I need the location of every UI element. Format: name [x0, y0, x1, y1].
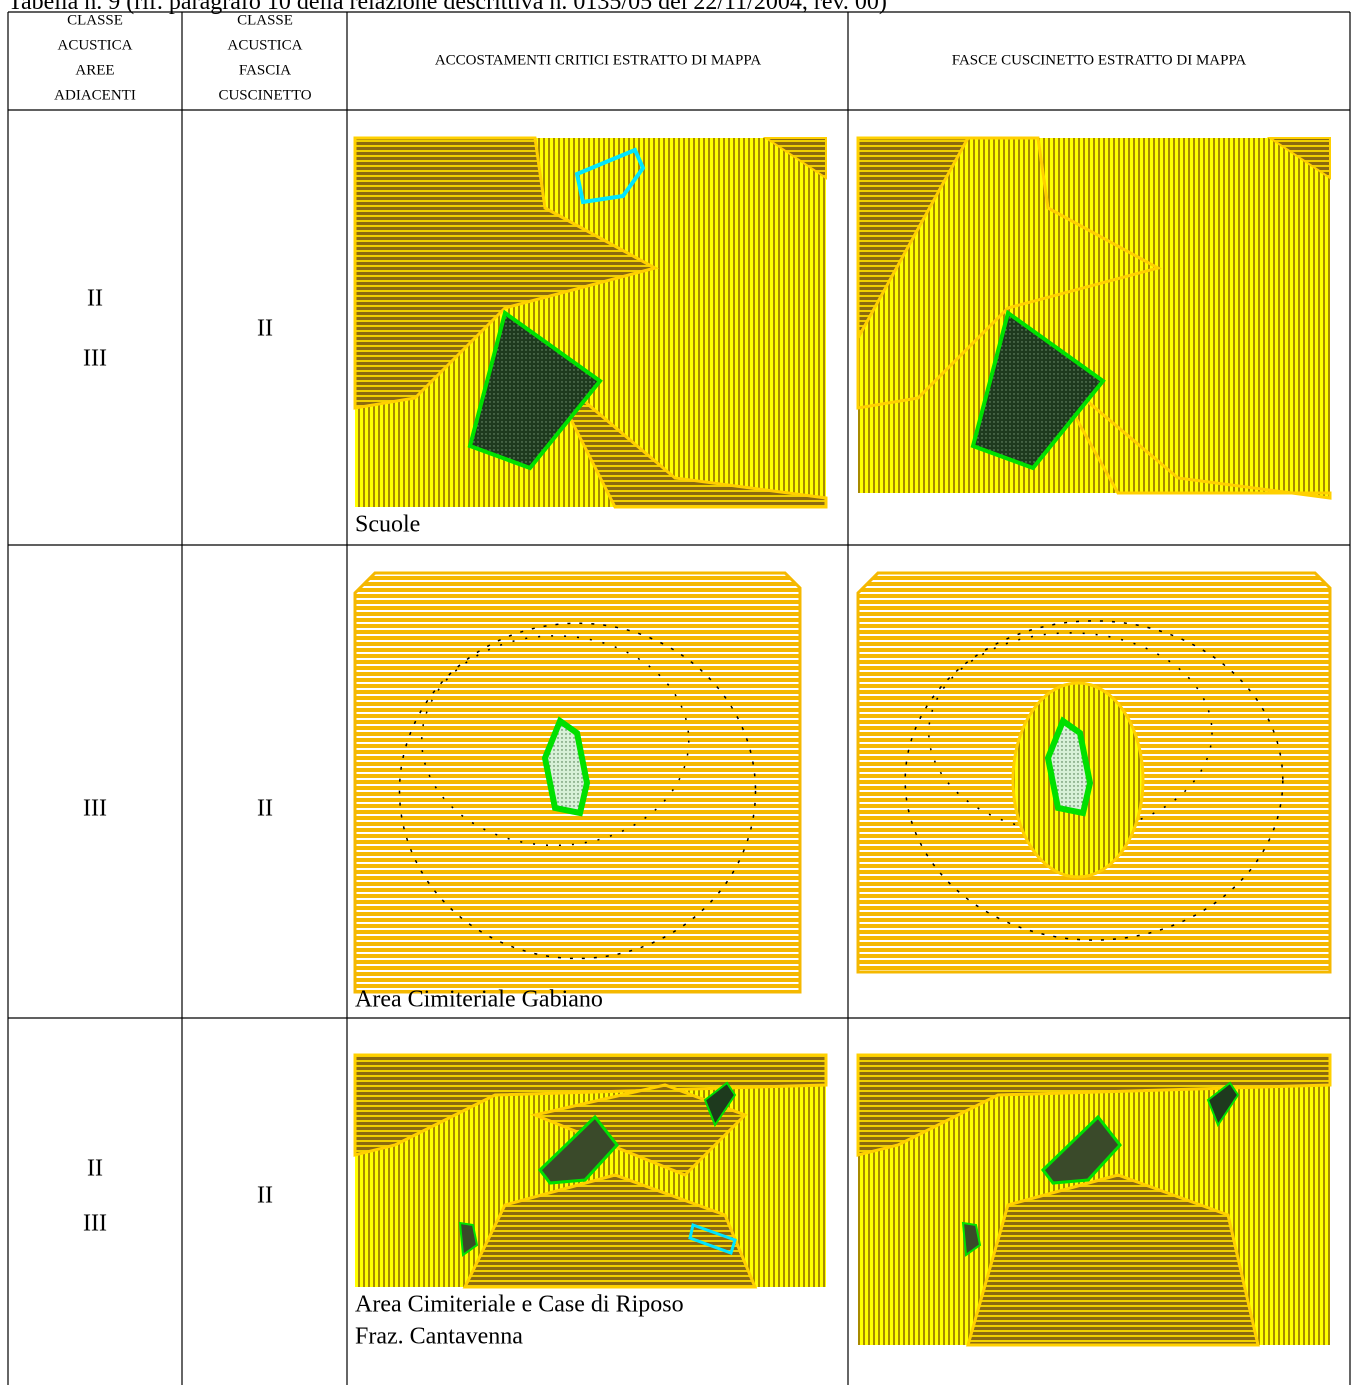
- map-caption: Scuole: [355, 512, 420, 538]
- column-header: CUSCINETTO: [218, 87, 311, 103]
- column-header: ACCOSTAMENTI CRITICI ESTRATTO DI MAPPA: [435, 52, 761, 68]
- map-area: [458, 1221, 479, 1257]
- map-line: [421, 635, 690, 847]
- map-area: [1046, 366, 1332, 500]
- map-area: [688, 1223, 737, 1255]
- buffer-class: II: [257, 1183, 273, 1209]
- map-area: [1044, 716, 1094, 817]
- buffer-class: II: [257, 316, 273, 342]
- table-borders: [7, 11, 1351, 1385]
- map-area: [529, 1083, 748, 1177]
- map-caption: Fraz. Cantavenna: [355, 1324, 523, 1350]
- map-area: [574, 147, 646, 205]
- map-area: [543, 366, 828, 509]
- map-area: [966, 1173, 1260, 1347]
- map-caption: Area Cimiteriale Gabiano: [355, 987, 603, 1013]
- map-extracts: [353, 136, 1332, 1347]
- column-header: FASCE CUSCINETTO ESTRATTO DI MAPPA: [952, 52, 1247, 68]
- map-area: [856, 136, 971, 339]
- adjacent-class: II: [87, 286, 103, 312]
- map-area: [762, 137, 827, 180]
- adjacent-class: III: [83, 346, 107, 372]
- map-area: [1206, 1081, 1240, 1128]
- map-line: [398, 622, 757, 960]
- map-area: [353, 1053, 828, 1157]
- adjacent-class: III: [83, 1211, 107, 1237]
- map-line: [928, 632, 1213, 834]
- column-header: CLASSE: [67, 12, 123, 28]
- map-area: [961, 1221, 982, 1257]
- map-area: [970, 309, 1106, 471]
- column-header: AREE: [75, 62, 114, 78]
- adjacent-class: III: [83, 796, 107, 822]
- map-area: [353, 136, 660, 410]
- map-area: [537, 1114, 619, 1185]
- buffer-class: II: [257, 796, 273, 822]
- table-text: CLASSE ACUSTICA AREE ADIACENTI CLASSE ACUSTIC…: [54, 12, 1246, 1349]
- map-line: [904, 620, 1284, 941]
- map-area: [856, 1053, 1332, 1157]
- column-header: ACUSTICA: [227, 37, 302, 53]
- column-header: CLASSE: [237, 12, 293, 28]
- map-area: [703, 1081, 737, 1128]
- map-area: [1266, 137, 1331, 180]
- map-area: [467, 309, 603, 471]
- column-header: ACUSTICA: [57, 37, 132, 53]
- map-caption: Area Cimiteriale e Case di Riposo: [355, 1292, 684, 1318]
- adjacent-class: II: [87, 1156, 103, 1182]
- column-header: FASCIA: [239, 62, 291, 78]
- column-header: ADIACENTI: [54, 87, 136, 103]
- map-area: [856, 136, 1163, 410]
- page-title: Tabella n. 9 (rif. paragrafo 10 della re…: [8, 0, 887, 15]
- map-area: [541, 716, 591, 817]
- map-area: [1040, 1114, 1122, 1185]
- map-area: [462, 1173, 758, 1289]
